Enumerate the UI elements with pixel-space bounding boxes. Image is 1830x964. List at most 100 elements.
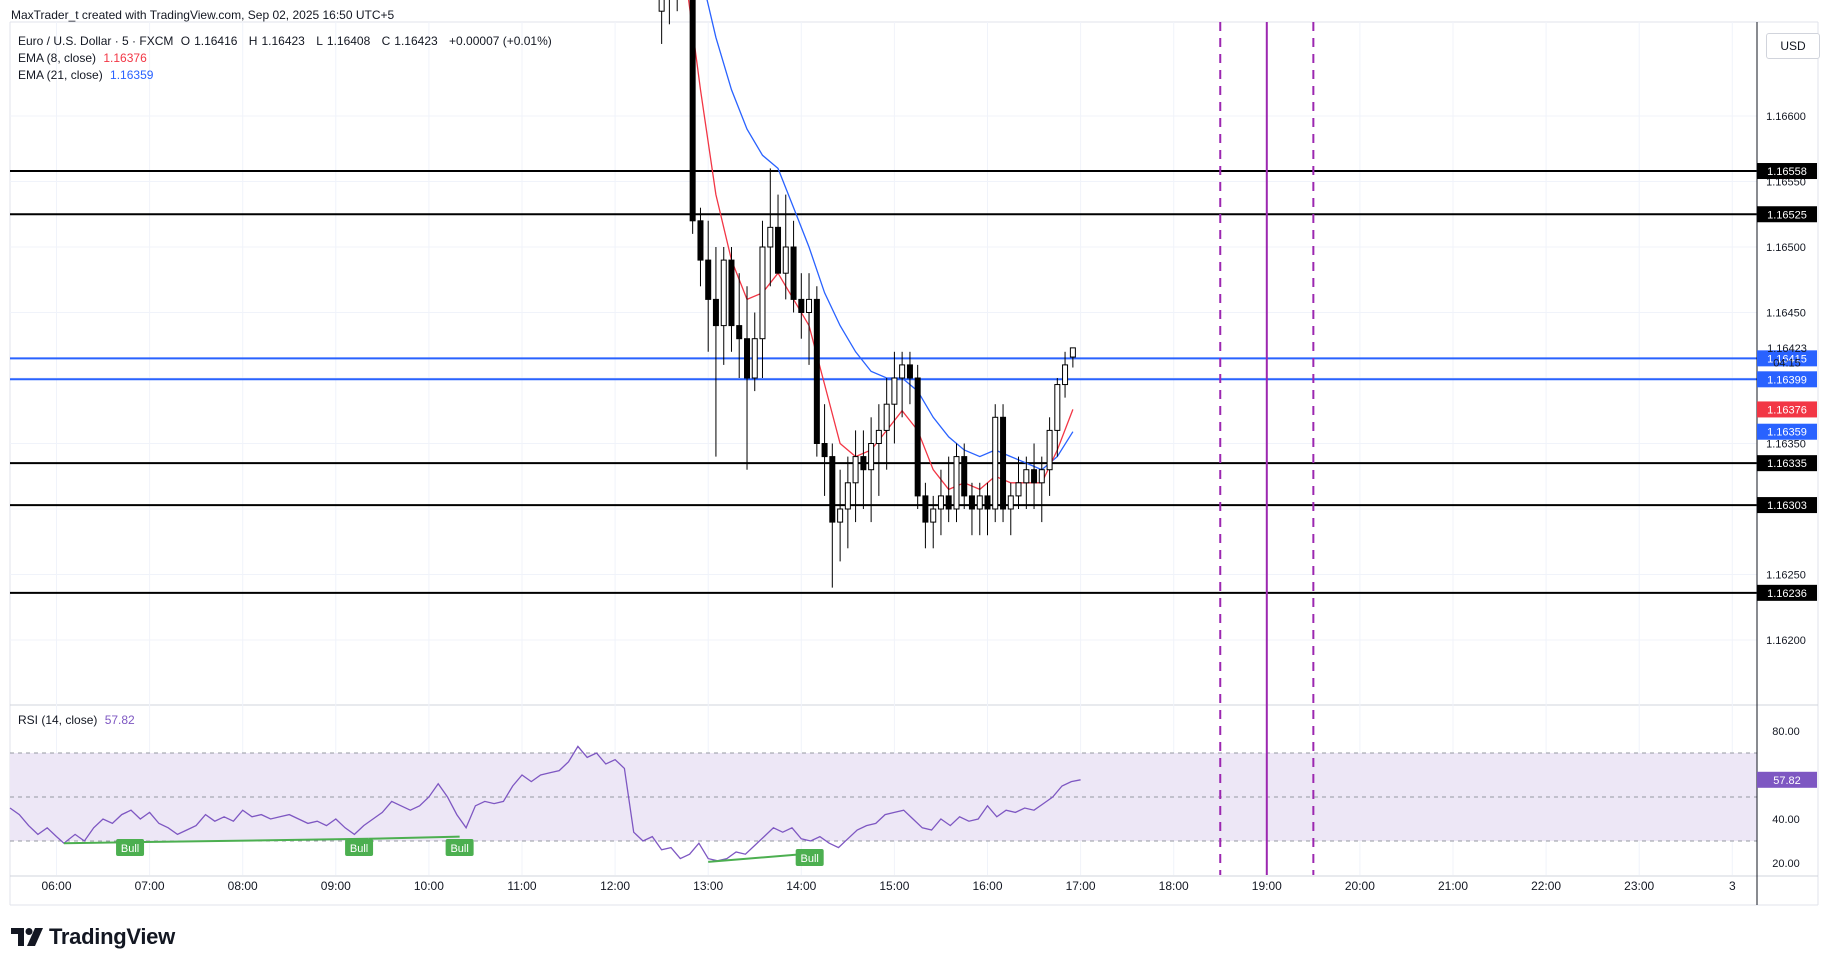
rsi-legend[interactable]: RSI (14, close) 57.82	[18, 713, 139, 727]
level-price-tag	[1757, 163, 1817, 180]
price-tick-label: 1.16350	[1766, 439, 1806, 451]
candle-body	[875, 429, 882, 444]
level-price-tag	[1757, 584, 1817, 601]
level-price-tag	[1757, 497, 1817, 514]
symbol-name: Euro / U.S. Dollar · 5 · FXCM	[18, 34, 174, 48]
candle-body	[1007, 495, 1014, 510]
candle-body	[767, 226, 774, 248]
candle-body	[775, 226, 782, 274]
candle-body	[976, 495, 983, 510]
rsi-tick-label: 80.00	[1772, 726, 1800, 738]
time-tick-label: 18:00	[1159, 879, 1189, 893]
ema21-value: 1.16359	[110, 68, 154, 82]
bull-marker	[345, 839, 374, 856]
ema8-label: EMA (8, close)	[18, 51, 97, 65]
tradingview-logo-icon	[11, 928, 43, 946]
candle-body	[728, 259, 735, 327]
bull-marker-label: Bull	[450, 843, 468, 855]
candle-body	[697, 220, 704, 261]
rsi-tick-label: 40.00	[1772, 814, 1800, 826]
price-tick-label: 1.16500	[1766, 242, 1806, 254]
bull-marker-label: Bull	[801, 853, 819, 865]
candle-body	[945, 495, 952, 510]
candle-body	[736, 325, 743, 340]
candle-body	[883, 403, 890, 431]
bull-marker	[445, 839, 474, 856]
candle-body	[1046, 429, 1053, 471]
rsi-value: 57.82	[104, 713, 135, 727]
time-tick-label: 08:00	[228, 879, 258, 893]
candle-body	[899, 364, 906, 379]
rsi-tick-label: 20.00	[1772, 858, 1800, 870]
candle-body	[984, 495, 991, 510]
candle-body	[1031, 469, 1038, 484]
time-tick-label: 23:00	[1624, 879, 1654, 893]
bull-marker	[116, 839, 145, 856]
candle-body	[1038, 469, 1045, 484]
candle-body	[759, 246, 766, 340]
ema21-legend[interactable]: EMA (21, close) 1.16359	[18, 68, 157, 82]
candle-body	[751, 338, 758, 379]
price-tag-box	[1757, 401, 1817, 418]
candle-body	[782, 246, 789, 274]
candle-body	[712, 298, 719, 327]
candle-body	[914, 377, 921, 497]
horizontal-levels[interactable]	[10, 170, 1757, 594]
price-tick-label: 1.16450	[1766, 308, 1806, 320]
ohlc-open: O 1.16416	[180, 34, 238, 48]
price-tick-label: 1.16250	[1766, 570, 1806, 582]
time-tick-label: 15:00	[879, 879, 909, 893]
candle-body	[829, 456, 836, 523]
level-price-label: 1.16415	[1767, 353, 1807, 365]
axes[interactable]: 06:00 07:00 08:00 09:00 10:00 11:00 12:00 13:00…	[41, 22, 1806, 905]
rsi-value-tag	[1757, 771, 1817, 788]
candlesticks[interactable]	[658, 0, 1076, 588]
candle-body	[1015, 482, 1022, 497]
candle-body	[844, 482, 851, 510]
candle-body	[689, 0, 696, 222]
ema8-legend[interactable]: EMA (8, close) 1.16376	[18, 51, 151, 65]
rsi-value-tag-label: 57.82	[1773, 775, 1801, 787]
price-tag-label: 1.16423	[1767, 343, 1807, 355]
candle-body	[968, 495, 975, 510]
time-tick-label: 17:00	[1066, 879, 1096, 893]
price-tags: 1.16558 1.16525 1.16415 1.16399 1.16335 1.163…	[1757, 163, 1817, 788]
candle-body	[891, 377, 898, 405]
candle-body	[705, 259, 712, 300]
symbol-legend[interactable]: Euro / U.S. Dollar · 5 · FXCM O 1.16416 H…	[18, 34, 556, 48]
ohlc-close: C 1.16423	[381, 34, 438, 48]
vertical-lines[interactable]	[1219, 22, 1315, 875]
candle-body	[1023, 469, 1030, 484]
level-price-tag	[1757, 350, 1817, 367]
currency-button[interactable]: USD	[1766, 33, 1820, 59]
rsi-band	[10, 752, 1757, 842]
time-tick-label: 16:00	[972, 879, 1002, 893]
bull-marker-label: Bull	[121, 843, 139, 855]
candle-body	[992, 416, 999, 510]
attribution-text: MaxTrader_t created with TradingView.com…	[11, 8, 395, 22]
ema21-label: EMA (21, close)	[18, 68, 103, 82]
time-tick-label: 06:00	[41, 879, 71, 893]
candle-body	[744, 338, 751, 379]
time-tick-label: 19:00	[1252, 879, 1282, 893]
candle-body	[813, 298, 820, 444]
candle-body	[1000, 416, 1007, 510]
time-tick-label: 14:00	[786, 879, 816, 893]
price-tag-label: 1.16359	[1767, 427, 1807, 439]
candle-body	[906, 364, 913, 379]
tradingview-logo[interactable]: TradingView	[11, 924, 175, 950]
time-tick-label: 13:00	[693, 879, 723, 893]
rsi-series-line	[9, 745, 1081, 862]
candle-body	[1069, 347, 1076, 358]
candle-body	[937, 495, 944, 510]
candle-body	[922, 495, 929, 523]
candle-body	[720, 259, 727, 327]
time-tick-label: 21:00	[1438, 879, 1468, 893]
time-tick-label: 3	[1729, 879, 1736, 893]
divergence-line	[368, 835, 460, 840]
candle-body	[852, 456, 859, 484]
price-tag-box	[1757, 423, 1817, 440]
bull-marker-label: Bull	[350, 843, 368, 855]
price-tick-label: 1.16200	[1766, 635, 1806, 647]
